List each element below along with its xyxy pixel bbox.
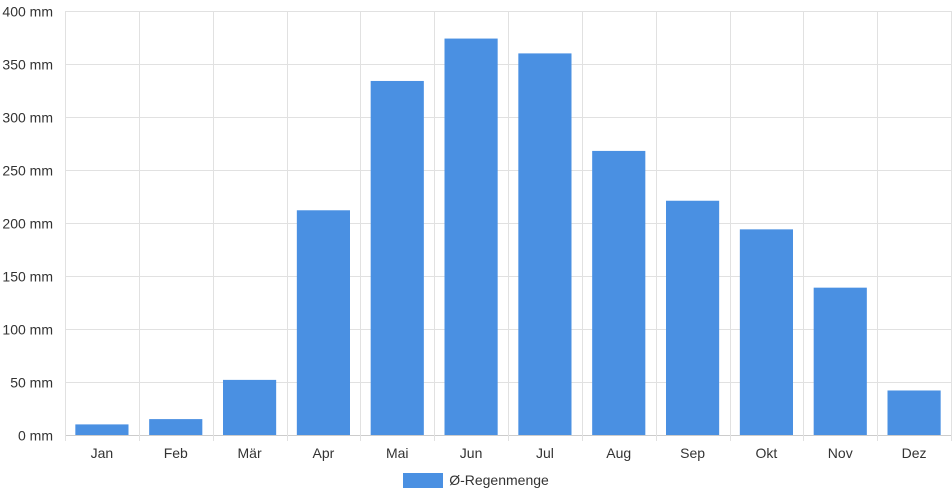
x-tick-label: Jun xyxy=(460,445,483,461)
bar-jan xyxy=(75,424,129,435)
bar-dez xyxy=(887,390,941,435)
bar-mär xyxy=(223,379,277,435)
y-tick-label: 150 mm xyxy=(2,269,53,285)
y-tick-label: 300 mm xyxy=(2,110,53,126)
x-tick-label: Aug xyxy=(606,445,631,461)
legend-label: Ø-Regenmenge xyxy=(449,472,549,488)
bar-okt xyxy=(739,229,793,435)
y-tick-label: 250 mm xyxy=(2,163,53,179)
y-tick-label: 200 mm xyxy=(2,216,53,232)
bar-jul xyxy=(518,53,572,436)
y-tick-label: 400 mm xyxy=(2,4,53,20)
y-tick-label: 0 mm xyxy=(18,428,53,444)
x-tick-label: Okt xyxy=(756,445,778,461)
chart-canvas: 0 mm 50 mm 100 mm 150 mm 200 mm 250 mm 300 mm 3… xyxy=(2,4,952,461)
x-tick-label: Feb xyxy=(164,445,188,461)
bar-mai xyxy=(370,80,424,436)
y-tick-label: 50 mm xyxy=(10,375,53,391)
x-tick-label: Nov xyxy=(828,445,853,461)
x-tick-label: Apr xyxy=(313,445,335,461)
x-axis-ticks: Jan Feb Mär Apr Mai Jun Jul Aug Sep Okt Nov Dez xyxy=(91,445,927,461)
y-axis-ticks: 0 mm 50 mm 100 mm 150 mm 200 mm 250 mm 300 mm 3… xyxy=(2,4,53,444)
bar-sep xyxy=(666,200,720,435)
x-tick-label: Mai xyxy=(386,445,409,461)
x-tick-label: Jan xyxy=(91,445,114,461)
legend[interactable]: Ø-Regenmenge xyxy=(0,472,952,488)
legend-swatch xyxy=(403,472,444,488)
bar-nov xyxy=(813,287,867,435)
x-tick-label: Dez xyxy=(902,445,927,461)
y-tick-label: 100 mm xyxy=(2,322,53,338)
bar-jun xyxy=(444,38,498,436)
bar-layer xyxy=(75,38,941,436)
x-tick-label: Mär xyxy=(238,445,262,461)
bar-aug xyxy=(592,150,646,436)
y-tick-label: 350 mm xyxy=(2,57,53,73)
x-tick-label: Jul xyxy=(536,445,554,461)
bar-feb xyxy=(149,419,203,435)
bar-apr xyxy=(296,210,350,435)
x-tick-label: Sep xyxy=(680,445,705,461)
